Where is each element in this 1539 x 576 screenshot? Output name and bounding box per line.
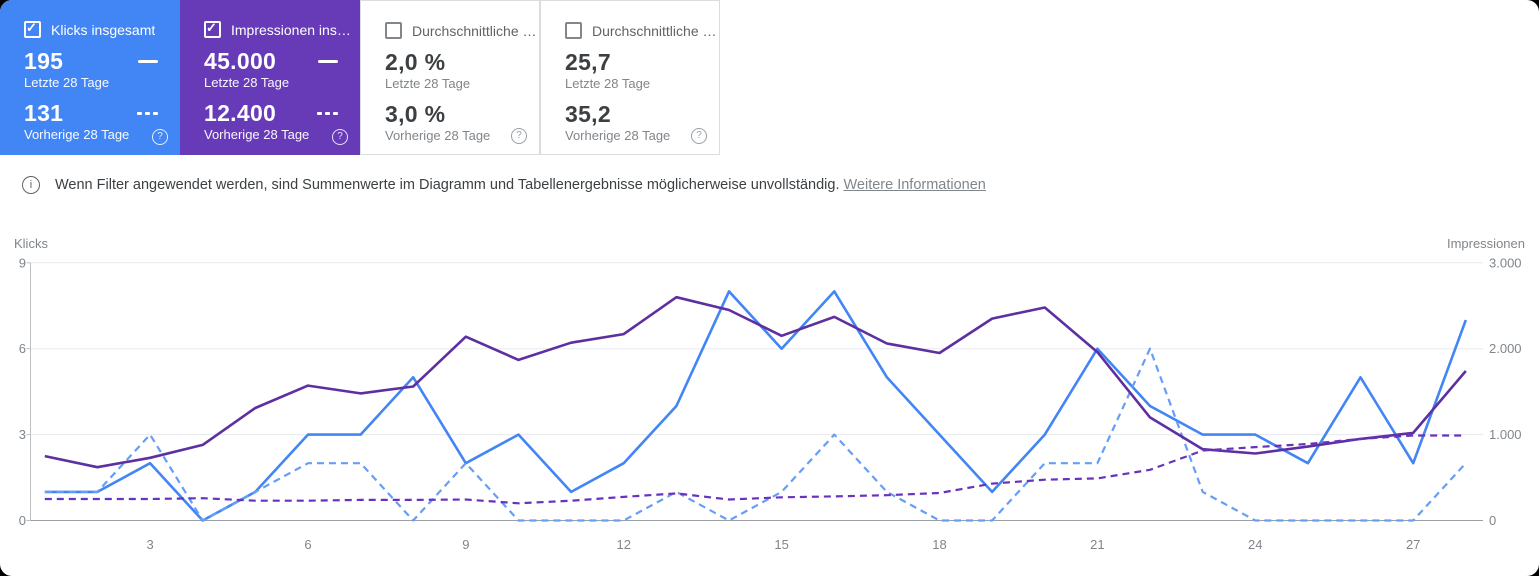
current-period-caption: Letzte 28 Tage [24, 75, 110, 91]
previous-period-caption: Vorherige 28 Tage [24, 127, 130, 143]
clicks-current-value: 195 [24, 48, 64, 74]
help-icon[interactable]: ? [152, 129, 168, 145]
series-line-1 [44, 347, 1467, 522]
ctr-checkbox[interactable] [385, 22, 402, 39]
impressions-current-value: 45.000 [204, 48, 277, 74]
y-axis-right-title: Impressionen [1447, 236, 1525, 251]
solid-line-legend-icon [138, 59, 158, 63]
x-axis-tick-label: 27 [1406, 537, 1420, 552]
card-label: Durchschnittliche … [412, 22, 537, 39]
card-label: Klicks insgesamt [51, 21, 156, 38]
y-axis-left-tick-label: 9 [19, 255, 26, 270]
x-axis-tick-label: 9 [462, 537, 469, 552]
impressions-checkbox[interactable] [204, 20, 221, 38]
previous-period-caption: Vorherige 28 Tage [385, 128, 491, 144]
filter-notice: i Wenn Filter angewendet werden, sind Su… [22, 176, 986, 194]
x-axis-tick-label: 24 [1248, 537, 1262, 552]
y-axis-right-tick-label: 3.000 [1489, 255, 1522, 270]
impressions-previous-value: 12.400 [204, 100, 277, 127]
x-axis-tick-label: 6 [304, 537, 311, 552]
current-period-caption: Letzte 28 Tage [204, 75, 290, 91]
y-axis-right-tick-label: 1.000 [1489, 427, 1522, 442]
ctr-previous-value: 3,0 % [385, 101, 446, 128]
y-axis-left-tick-label: 6 [19, 341, 26, 356]
x-axis-tick-label: 18 [932, 537, 946, 552]
dashed-line-legend-icon [137, 111, 158, 115]
metric-cards-row: Klicks insgesamt 195 Letzte 28 Tage 131 … [0, 0, 720, 155]
position-previous-value: 35,2 [565, 101, 611, 128]
info-icon: i [22, 176, 40, 194]
x-axis-tick-label: 21 [1090, 537, 1104, 552]
position-current-value: 25,7 [565, 49, 611, 75]
y-axis-left-title: Klicks [14, 236, 48, 251]
series-line-0 [44, 290, 1468, 522]
current-period-caption: Letzte 28 Tage [385, 76, 471, 92]
notice-text: Wenn Filter angewendet werden, sind Summ… [55, 177, 986, 193]
clicks-checkbox[interactable] [24, 20, 41, 38]
x-axis-tick-label: 15 [774, 537, 788, 552]
previous-period-caption: Vorherige 28 Tage [204, 127, 310, 143]
y-axis-right-tick-label: 2.000 [1489, 341, 1522, 356]
x-axis-tick-label: 3 [146, 537, 153, 552]
help-icon[interactable]: ? [511, 128, 527, 144]
card-average-position[interactable]: Durchschnittliche … 25,7 Letzte 28 Tage … [540, 0, 720, 155]
card-average-ctr[interactable]: Durchschnittliche … 2,0 % Letzte 28 Tage… [360, 0, 540, 155]
card-total-impressions[interactable]: Impressionen ins… 45.000 Letzte 28 Tage … [180, 0, 360, 155]
series-line-2 [44, 295, 1467, 469]
y-axis-right-tick-label: 0 [1489, 513, 1496, 528]
y-axis-left-tick-label: 0 [19, 513, 26, 528]
current-period-caption: Letzte 28 Tage [565, 76, 651, 92]
ctr-current-value: 2,0 % [385, 49, 446, 75]
solid-line-legend-icon [318, 59, 338, 63]
x-axis-tick-label: 12 [616, 537, 630, 552]
clicks-previous-value: 131 [24, 100, 64, 127]
y-axis-left-tick-label: 3 [19, 427, 26, 442]
more-info-link[interactable]: Weitere Informationen [843, 177, 986, 193]
position-checkbox[interactable] [565, 22, 582, 39]
card-total-clicks[interactable]: Klicks insgesamt 195 Letzte 28 Tage 131 … [0, 0, 180, 155]
dashed-line-legend-icon [317, 111, 338, 115]
card-label: Impressionen ins… [231, 21, 351, 38]
help-icon[interactable]: ? [691, 128, 707, 144]
help-icon[interactable]: ? [332, 129, 348, 145]
card-label: Durchschnittliche … [592, 22, 717, 39]
series-line-3 [44, 434, 1466, 505]
previous-period-caption: Vorherige 28 Tage [565, 128, 671, 144]
